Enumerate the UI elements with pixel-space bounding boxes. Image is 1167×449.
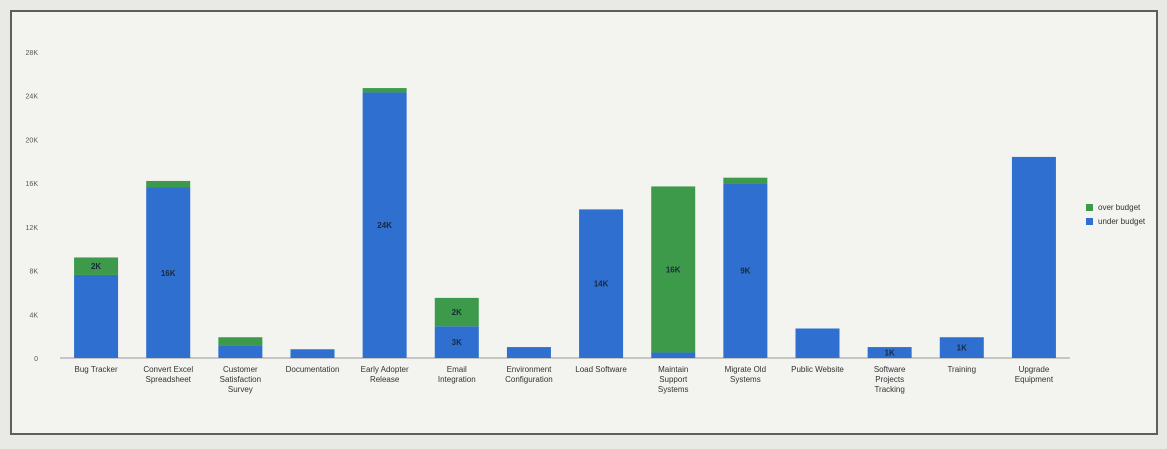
bar-segment [362,92,407,358]
category-label: Release [370,375,400,384]
bar-segment [1011,156,1056,358]
category-label: Spreadsheet [146,375,192,384]
data-label: 3K [452,338,462,347]
bar-segment [218,337,263,346]
category-label: Support [659,375,688,384]
category-label: Early Adopter [361,365,409,374]
category-label: Email [447,365,467,374]
bar-segment [74,257,119,275]
data-label: 1K [957,344,967,353]
y-tick-label: 24K [26,94,39,101]
bar-segment [434,297,479,327]
bar-segment [506,347,551,358]
legend-swatch [1086,204,1093,211]
y-tick-label: 12K [26,225,39,232]
category-label: Survey [228,385,253,394]
bar-segment [290,349,335,358]
category-label: Documentation [286,365,340,374]
bar-segment [362,88,407,93]
bar-segment [74,274,119,358]
category-label: Satisfaction [220,375,261,384]
legend-swatch [1086,218,1093,225]
category-label: Customer [223,365,258,374]
category-label: Convert Excel [143,365,193,374]
data-label: 1K [885,349,895,358]
data-label: 14K [594,280,609,289]
bar-segment [218,345,263,358]
category-label: Maintain [658,365,688,374]
category-label: Bug Tracker [75,365,118,374]
bar-segment [651,186,696,353]
y-tick-label: 16K [26,181,39,188]
category-label: Systems [730,375,761,384]
category-label: Tracking [874,385,904,394]
y-tick-label: 4K [29,312,38,319]
data-label: 9K [740,267,750,276]
y-tick-label: 0 [34,356,38,363]
y-tick-label: 28K [26,50,39,57]
bar-segment [867,347,912,358]
y-tick-label: 20K [26,137,39,144]
bar-segment [651,352,696,358]
category-label: Projects [875,375,904,384]
category-label: Upgrade [1019,365,1050,374]
category-label: Configuration [505,375,553,384]
bar-segment [146,187,191,358]
category-label: Systems [658,385,689,394]
bar-segment [146,180,191,188]
data-label: 16K [666,265,681,274]
chart-frame: 0 4K 8K 12K 16K 20K 24K 28K 2K Bug Tracker 16K Conv… [10,10,1158,435]
data-label: 2K [452,308,462,317]
bar-segment [579,209,624,358]
bar-segment [795,328,840,358]
legend-label: under budget [1098,217,1146,226]
data-label: 16K [161,269,176,278]
category-label: Load Software [575,365,627,374]
category-label: Software [874,365,906,374]
y-tick-label: 8K [29,269,38,276]
bar-segment [434,326,479,358]
category-label: Public Website [791,365,844,374]
category-label: Equipment [1015,375,1054,384]
category-label: Environment [506,365,552,374]
budget-bar-chart: 0 4K 8K 12K 16K 20K 24K 28K 2K Bug Tracker 16K Conv… [26,50,1146,394]
bar-segment [723,183,768,358]
data-label: 2K [91,262,101,271]
data-label: 24K [377,221,392,230]
legend-label: over budget [1098,203,1141,212]
bar-segment [939,337,984,358]
bar-segment [723,177,768,184]
category-label: Training [947,365,976,374]
category-label: Integration [438,375,476,384]
category-label: Migrate Old [725,365,766,374]
